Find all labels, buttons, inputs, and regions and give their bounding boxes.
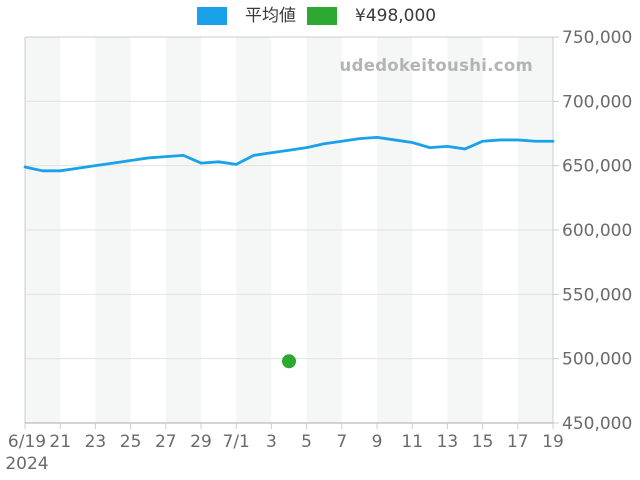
x-tick-label: 7/1 [223, 432, 250, 452]
x-tick-label: 29 [190, 432, 212, 452]
x-tick-label: 7 [336, 432, 347, 452]
x-tick-label: 21 [49, 432, 71, 452]
x-tick-label: 6/19 [8, 432, 46, 452]
y-tick-label: 650,000 [562, 157, 632, 177]
x-tick-label: 3 [266, 432, 277, 452]
x-tick-label: 19 [542, 432, 564, 452]
x-tick-label: 9 [372, 432, 383, 452]
x-tick-label: 25 [120, 432, 142, 452]
listed-price-point [282, 354, 296, 369]
x-tick-label: 23 [85, 432, 107, 452]
average-price-line [23, 135, 555, 173]
x-tick-label: 11 [401, 432, 423, 452]
x-tick-label: 17 [507, 432, 529, 452]
x-tick-label: 27 [155, 432, 177, 452]
x-tick-label: 15 [472, 432, 494, 452]
average-legend-label: 平均値 [245, 6, 296, 26]
price-legend-label: ¥498,000 [355, 6, 437, 26]
x-tick-label: 13 [437, 432, 459, 452]
y-tick-label: 750,000 [562, 28, 632, 48]
y-tick-label: 600,000 [562, 221, 632, 241]
price-legend-swatch [307, 7, 337, 25]
y-tick-label: 450,000 [562, 414, 632, 434]
x-tick-label: 5 [301, 432, 312, 452]
average-legend-swatch [197, 7, 227, 25]
chart-legend: 平均値 ¥498,000 [197, 6, 436, 26]
y-tick-label: 700,000 [562, 92, 632, 112]
y-tick-label: 500,000 [562, 350, 632, 370]
x-axis-year-label: 2024 [5, 454, 48, 474]
watermark: udedokeitoushi.com [339, 56, 533, 75]
y-tick-label: 550,000 [562, 285, 632, 305]
